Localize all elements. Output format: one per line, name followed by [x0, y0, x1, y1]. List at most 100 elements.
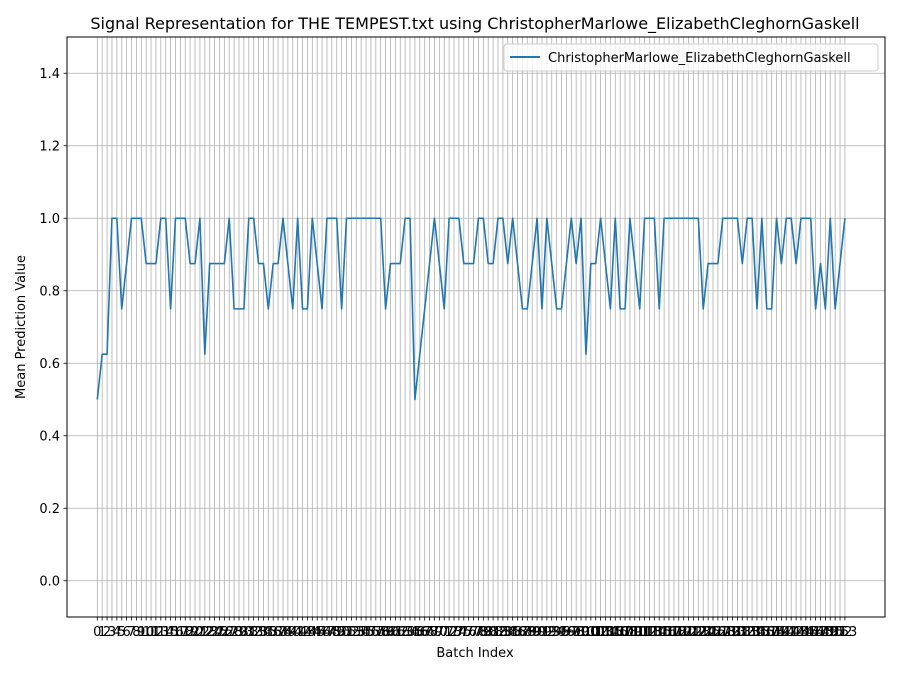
- x-tick-label: 62: [392, 625, 409, 640]
- x-tick-label: 88: [519, 625, 536, 640]
- x-tick-label: 76: [460, 625, 477, 640]
- x-tick-label: 42: [294, 625, 311, 640]
- x-axis-label: Batch Index: [436, 646, 514, 661]
- x-tick-label: 151: [823, 625, 848, 640]
- x-tick-label: 140: [769, 625, 794, 640]
- series-line: [96, 217, 846, 401]
- x-tick-label: 107: [608, 625, 633, 640]
- x-tick-label: 117: [657, 625, 682, 640]
- x-tick-label: 24: [206, 625, 223, 640]
- x-tick-label: 79: [475, 625, 492, 640]
- x-tick-label: 102: [583, 625, 608, 640]
- x-tick-label: 149: [813, 625, 838, 640]
- x-tick-label: 15: [162, 625, 179, 640]
- x-tick-label: 41: [289, 625, 306, 640]
- x-tick-label: 60: [382, 625, 399, 640]
- x-tick-label: 6: [122, 625, 130, 640]
- x-tick-label: 103: [588, 625, 613, 640]
- x-tick-label: 97: [563, 625, 580, 640]
- x-tick-label: 119: [666, 625, 691, 640]
- x-tick-label: 132: [730, 625, 755, 640]
- y-tick-label: 0.0: [39, 574, 60, 589]
- x-tick-label: 21: [192, 625, 209, 640]
- legend-box: [503, 43, 879, 72]
- x-tick-label: 148: [808, 625, 833, 640]
- x-tick-label: 124: [691, 625, 716, 640]
- x-tick-label: 31: [241, 625, 258, 640]
- x-tick-label: 18: [177, 625, 194, 640]
- x-tick-label: 19: [182, 625, 199, 640]
- y-axis-label: Mean Prediction Value: [14, 255, 29, 399]
- x-tick-label: 0: [93, 625, 101, 640]
- x-tick-label: 46: [314, 625, 331, 640]
- x-tick-label: 45: [309, 625, 326, 640]
- y-tick-label: 0.6: [39, 357, 60, 372]
- chart-title: Signal Representation for THE TEMPEST.tx…: [90, 14, 859, 34]
- x-tick-label: 57: [368, 625, 385, 640]
- x-tick-label: 136: [749, 625, 774, 640]
- x-tick-label: 22: [197, 625, 214, 640]
- x-tick-label: 143: [784, 625, 809, 640]
- x-tick-label: 98: [568, 625, 585, 640]
- x-tick-label: 83: [495, 625, 512, 640]
- y-ticks: 0.0 0.2 0.4 0.6 0.8 1.0 1.2 1.4: [39, 67, 67, 589]
- x-tick-label: 73: [446, 625, 463, 640]
- x-tick-label: 108: [613, 625, 638, 640]
- y-tick-label: 0.4: [39, 429, 60, 444]
- x-tick-label: 71: [436, 625, 453, 640]
- x-tick-label: 100: [574, 625, 599, 640]
- x-tick-label: 139: [764, 625, 789, 640]
- x-tick-label: 8: [132, 625, 140, 640]
- x-tick-label: 82: [490, 625, 507, 640]
- x-tick-label: 23: [201, 625, 218, 640]
- x-tick-label: 115: [647, 625, 672, 640]
- x-tick-label: 53: [348, 625, 365, 640]
- x-tick-label: 135: [745, 625, 770, 640]
- x-tick-label: 80: [480, 625, 497, 640]
- y-tick-label: 1.0: [39, 212, 60, 227]
- x-tick-label: 50: [333, 625, 350, 640]
- x-tick-label: 147: [803, 625, 828, 640]
- x-tick-label: 3: [108, 625, 116, 640]
- x-ticks: 0123456789101112131415161718192021222324…: [93, 617, 857, 640]
- x-tick-label: 90: [529, 625, 546, 640]
- legend: ChristopherMarlowe_ElizabethCleghornGask…: [503, 43, 879, 72]
- x-tick-label: 69: [426, 625, 443, 640]
- x-tick-label: 125: [696, 625, 721, 640]
- x-tick-label: 122: [681, 625, 706, 640]
- x-tick-label: 1: [98, 625, 106, 640]
- x-tick-label: 47: [319, 625, 336, 640]
- x-tick-label: 27: [221, 625, 238, 640]
- x-tick-label: 66: [412, 625, 429, 640]
- x-tick-label: 12: [148, 625, 165, 640]
- x-tick-label: 134: [740, 625, 765, 640]
- x-tick-label: 99: [573, 625, 590, 640]
- x-tick-label: 104: [593, 625, 618, 640]
- x-tick-label: 109: [618, 625, 643, 640]
- x-tick-label: 95: [553, 625, 570, 640]
- x-tick-label: 70: [431, 625, 448, 640]
- x-tick-label: 85: [504, 625, 521, 640]
- x-tick-label: 89: [524, 625, 541, 640]
- x-tick-label: 145: [793, 625, 818, 640]
- x-tick-label: 51: [338, 625, 355, 640]
- x-tick-label: 16: [167, 625, 184, 640]
- y-tick-label: 1.4: [39, 67, 60, 82]
- x-tick-label: 28: [226, 625, 243, 640]
- x-tick-label: 114: [642, 625, 667, 640]
- x-tick-label: 35: [260, 625, 277, 640]
- x-tick-label: 7: [127, 625, 135, 640]
- x-tick-label: 33: [250, 625, 267, 640]
- x-tick-label: 138: [759, 625, 784, 640]
- x-tick-label: 123: [686, 625, 711, 640]
- x-tick-label: 118: [661, 625, 686, 640]
- x-tick-label: 130: [720, 625, 745, 640]
- x-tick-label: 59: [377, 625, 394, 640]
- x-tick-label: 96: [558, 625, 575, 640]
- x-tick-label: 131: [725, 625, 750, 640]
- y-tick-label: 1.2: [39, 139, 60, 154]
- series-layer: [96, 217, 846, 401]
- x-tick-label: 153: [833, 625, 858, 640]
- x-tick-label: 17: [172, 625, 189, 640]
